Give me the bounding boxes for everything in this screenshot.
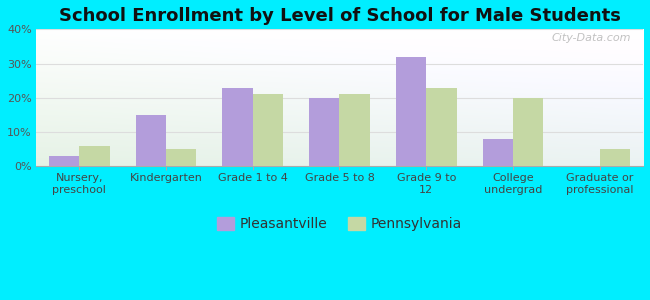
Title: School Enrollment by Level of School for Male Students: School Enrollment by Level of School for… xyxy=(58,7,620,25)
Bar xyxy=(136,115,166,166)
Text: City-Data.com: City-Data.com xyxy=(551,33,631,43)
Bar xyxy=(513,98,543,166)
Bar xyxy=(79,146,110,166)
Bar xyxy=(482,139,513,166)
Bar xyxy=(309,98,339,166)
Bar xyxy=(600,149,630,166)
Bar xyxy=(339,94,370,166)
Legend: Pleasantville, Pennsylvania: Pleasantville, Pennsylvania xyxy=(212,212,467,237)
Bar xyxy=(426,88,456,166)
Bar xyxy=(253,94,283,166)
Bar xyxy=(166,149,196,166)
Bar xyxy=(49,156,79,166)
Bar xyxy=(222,88,253,166)
Bar xyxy=(396,57,426,166)
